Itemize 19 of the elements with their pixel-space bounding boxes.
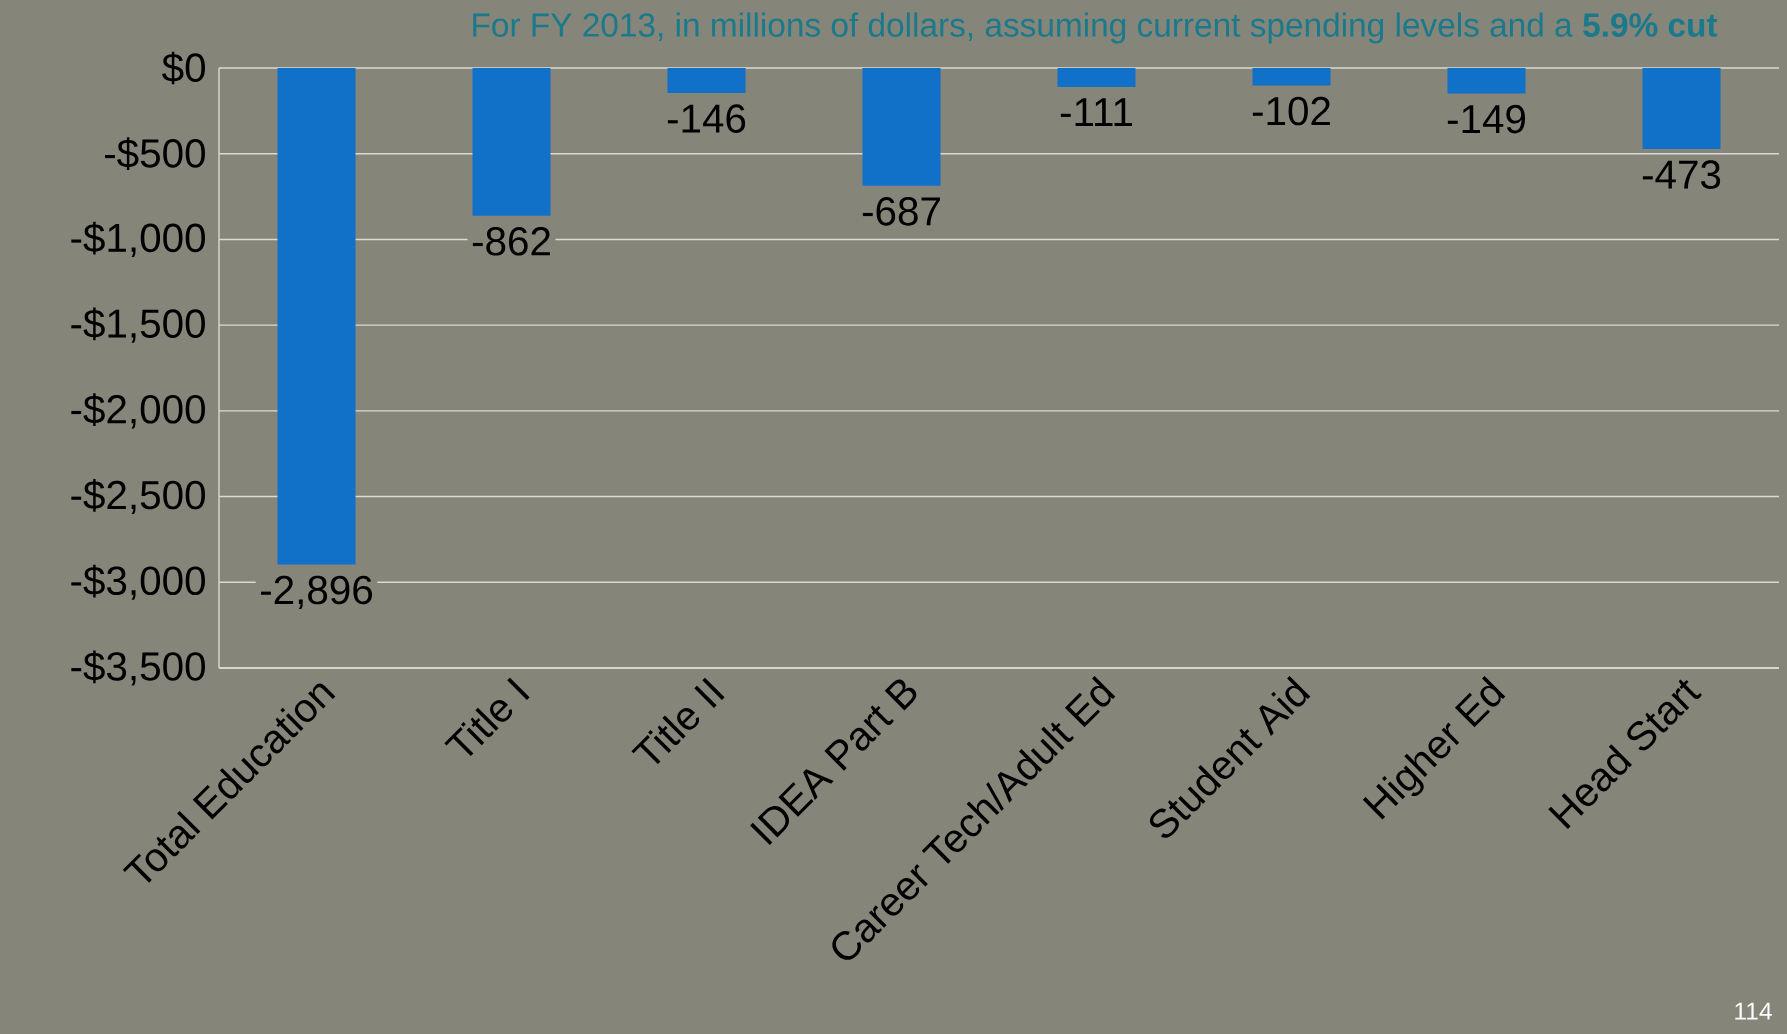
data-label: -473 — [1642, 160, 1721, 189]
data-label: -149 — [1447, 104, 1526, 134]
y-tick-label: -$2,000 — [71, 393, 205, 429]
data-label: -862 — [472, 227, 550, 256]
data-label: -2,896 — [261, 575, 372, 610]
x-tick-label: Title II — [631, 677, 725, 765]
data-label: -146 — [667, 104, 746, 133]
text: 114 — [1735, 1002, 1772, 1020]
y-tick-label: $0 — [162, 51, 205, 85]
y-tick-label: -$1,000 — [71, 221, 205, 257]
y-tick-label: -$500 — [105, 137, 205, 171]
data-label: -687 — [862, 197, 940, 226]
y-tick-label: -$1,500 — [71, 307, 205, 343]
x-tick-label: Title I — [444, 677, 530, 757]
chart-title: For FY 2013, in millions of dollars, assuming current spending levels and a 5.9% cut — [473, 12, 1718, 44]
data-label: -111 — [1060, 98, 1132, 127]
y-tick-label: -$3,000 — [71, 564, 205, 600]
data-label: -102 — [1252, 96, 1330, 126]
y-tick-label: -$2,500 — [71, 479, 205, 515]
